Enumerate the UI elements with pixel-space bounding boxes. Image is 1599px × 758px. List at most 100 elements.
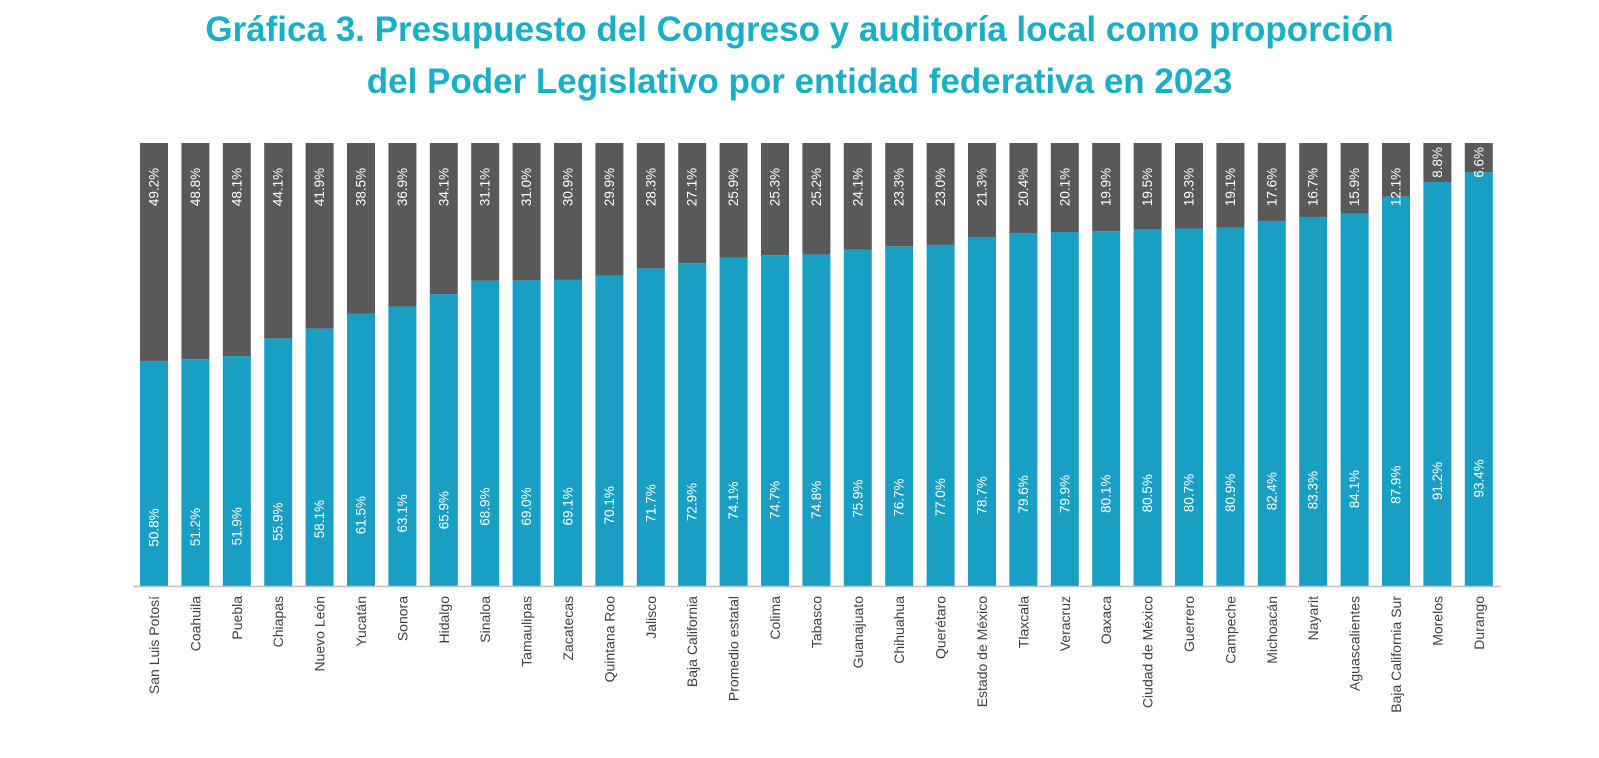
bar-congreso-18 (885, 246, 914, 586)
bar-resto-13 (678, 143, 707, 264)
data-label-congreso-26: 80.9% (1223, 474, 1238, 512)
data-label-resto-1: 48.8% (188, 168, 203, 206)
data-label-resto-9: 31.0% (519, 168, 534, 206)
category-label-25: Guerrero (1181, 596, 1197, 652)
category-label-13: Baja California (684, 596, 700, 687)
category-label-5: Yucatán (353, 596, 369, 647)
bar-resto-21 (1009, 143, 1038, 234)
data-label-congreso-21: 79.6% (1016, 475, 1031, 513)
data-label-resto-16: 25.2% (809, 168, 824, 206)
data-label-resto-2: 48.1% (229, 168, 244, 206)
data-label-resto-28: 16.7% (1306, 168, 1321, 206)
bar-congreso-2 (222, 356, 251, 586)
data-label-resto-25: 19.3% (1182, 168, 1197, 206)
data-label-congreso-2: 51.9% (229, 507, 244, 545)
bar-resto-15 (761, 143, 789, 256)
data-label-congreso-4: 58.1% (312, 500, 327, 538)
chart-title: Gráfica 3. Presupuesto del Congreso y au… (0, 4, 1599, 108)
bar-congreso-20 (968, 237, 996, 586)
data-label-congreso-28: 83.3% (1306, 471, 1321, 509)
data-label-congreso-1: 51.2% (188, 508, 203, 546)
bar-congreso-25 (1175, 228, 1203, 586)
data-label-resto-0: 49.2% (147, 168, 162, 206)
data-label-congreso-3: 55.9% (271, 502, 286, 540)
bar-resto-9 (512, 143, 541, 281)
category-label-29: Aguascalientes (1347, 596, 1363, 691)
bar-resto-25 (1175, 143, 1203, 229)
category-label-10: Zacatecas (560, 596, 576, 661)
data-label-congreso-29: 84.1% (1347, 470, 1362, 508)
data-label-congreso-30: 87.9% (1389, 466, 1404, 504)
data-label-congreso-13: 72.9% (685, 483, 700, 521)
bar-resto-4 (305, 143, 334, 329)
data-label-congreso-12: 71.7% (643, 484, 658, 522)
data-label-congreso-20: 78.7% (975, 476, 990, 514)
bar-congreso-9 (512, 280, 541, 586)
bar-resto-2 (222, 143, 251, 357)
data-label-congreso-9: 69.0% (519, 487, 534, 525)
category-label-8: Sinaloa (477, 596, 493, 643)
data-label-resto-4: 41.9% (312, 168, 327, 206)
data-label-congreso-5: 61.5% (354, 496, 369, 534)
data-label-resto-10: 30.9% (561, 168, 576, 206)
bar-congreso-8 (471, 280, 500, 586)
bar-congreso-12 (636, 268, 665, 586)
bar-congreso-7 (429, 294, 458, 586)
bar-congreso-31 (1423, 181, 1452, 586)
bar-resto-5 (347, 143, 375, 314)
category-label-9: Tamaulipas (519, 596, 535, 667)
category-label-32: Durango (1471, 596, 1487, 650)
bar-congreso-15 (761, 255, 789, 587)
category-label-19: Querétaro (933, 596, 949, 659)
bar-resto-24 (1133, 143, 1162, 230)
category-label-20: Estado de México (974, 596, 990, 707)
bar-congreso-28 (1299, 216, 1328, 586)
category-label-3: Chiapas (270, 596, 286, 647)
bar-congreso-1 (181, 359, 210, 586)
bar-resto-14 (719, 143, 748, 258)
data-label-congreso-24: 80.5% (1140, 474, 1155, 512)
bar-congreso-14 (719, 257, 748, 586)
category-label-16: Tabasco (808, 596, 824, 648)
data-label-congreso-27: 82.4% (1264, 472, 1279, 510)
bar-resto-6 (388, 143, 417, 307)
chart-title-line-1: Gráfica 3. Presupuesto del Congreso y au… (205, 10, 1394, 49)
bar-congreso-24 (1133, 229, 1162, 586)
data-label-resto-5: 38.5% (354, 168, 369, 206)
data-label-resto-13: 27.1% (685, 168, 700, 206)
category-label-23: Oaxaca (1098, 596, 1114, 644)
category-label-6: Sonora (394, 596, 410, 641)
bar-congreso-4 (305, 328, 334, 586)
bar-resto-31 (1423, 143, 1452, 182)
bar-resto-28 (1299, 143, 1328, 217)
bar-congreso-10 (554, 279, 582, 586)
data-label-resto-18: 23.3% (892, 168, 907, 206)
data-label-congreso-25: 80.7% (1182, 474, 1197, 512)
bar-congreso-29 (1340, 213, 1369, 586)
category-label-15: Colima (767, 596, 783, 640)
bar-resto-12 (636, 143, 665, 269)
data-label-resto-11: 29.9% (602, 168, 617, 206)
category-label-30: Baja California Sur (1388, 596, 1404, 713)
category-label-1: Coahuila (187, 596, 203, 651)
bar-congreso-32 (1464, 172, 1493, 586)
bar-congreso-21 (1009, 233, 1038, 586)
bar-congreso-5 (347, 313, 375, 586)
category-label-21: Tlaxcala (1015, 596, 1031, 648)
data-label-congreso-10: 69.1% (561, 487, 576, 525)
category-label-24: Ciudad de México (1140, 596, 1156, 708)
category-label-0: San Luis Potosí (146, 596, 162, 694)
bar-resto-7 (429, 143, 458, 295)
data-label-congreso-0: 50.8% (147, 508, 162, 546)
bar-congreso-22 (1050, 232, 1079, 586)
bar-resto-26 (1216, 143, 1245, 228)
data-label-congreso-6: 63.1% (395, 494, 410, 532)
data-label-resto-12: 28.3% (643, 168, 658, 206)
bar-resto-20 (968, 143, 996, 238)
bar-resto-19 (926, 143, 955, 245)
data-label-resto-17: 24.1% (850, 168, 865, 206)
category-label-18: Chihuahua (891, 596, 907, 664)
bar-resto-8 (471, 143, 500, 281)
data-label-resto-3: 44.1% (271, 168, 286, 206)
